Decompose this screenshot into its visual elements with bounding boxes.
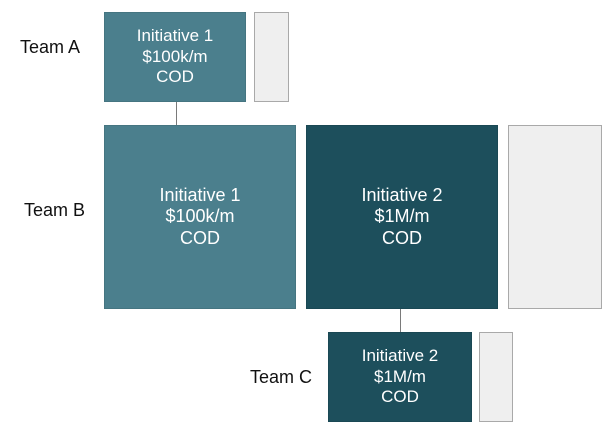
team-a-empty-slot [254, 12, 289, 102]
initiative-name: Initiative 2 [361, 346, 439, 366]
initiative-value: $100k/m [142, 46, 208, 66]
initiative-unit: COD [382, 227, 422, 248]
initiative-value: $100k/m [165, 206, 235, 227]
team-b-initiative-1-box: Initiative 1 $100k/m COD [104, 125, 296, 309]
initiative-name: Initiative 2 [361, 184, 443, 205]
team-a-label: Team A [20, 37, 81, 57]
initiative-name: Initiative 1 [136, 26, 214, 46]
initiative-value: $1M/m [374, 366, 426, 386]
team-b-empty-slot [508, 125, 602, 309]
team-c-empty-slot [479, 332, 513, 422]
initiative-unit: COD [180, 227, 220, 248]
initiative-name: Initiative 1 [159, 184, 241, 205]
team-b-initiative-2-box: Initiative 2 $1M/m COD [306, 125, 498, 309]
initiative-unit: COD [156, 67, 194, 87]
initiative-value: $1M/m [374, 206, 430, 227]
connector-team-a-to-team-b [176, 102, 177, 126]
team-c-initiative-2-box: Initiative 2 $1M/m COD [328, 332, 472, 422]
initiative-unit: COD [381, 387, 419, 407]
team-b-label: Team B [24, 200, 86, 220]
team-c-label: Team C [250, 367, 313, 387]
team-a-initiative-1-box: Initiative 1 $100k/m COD [104, 12, 246, 102]
connector-team-b-to-team-c [400, 309, 401, 333]
